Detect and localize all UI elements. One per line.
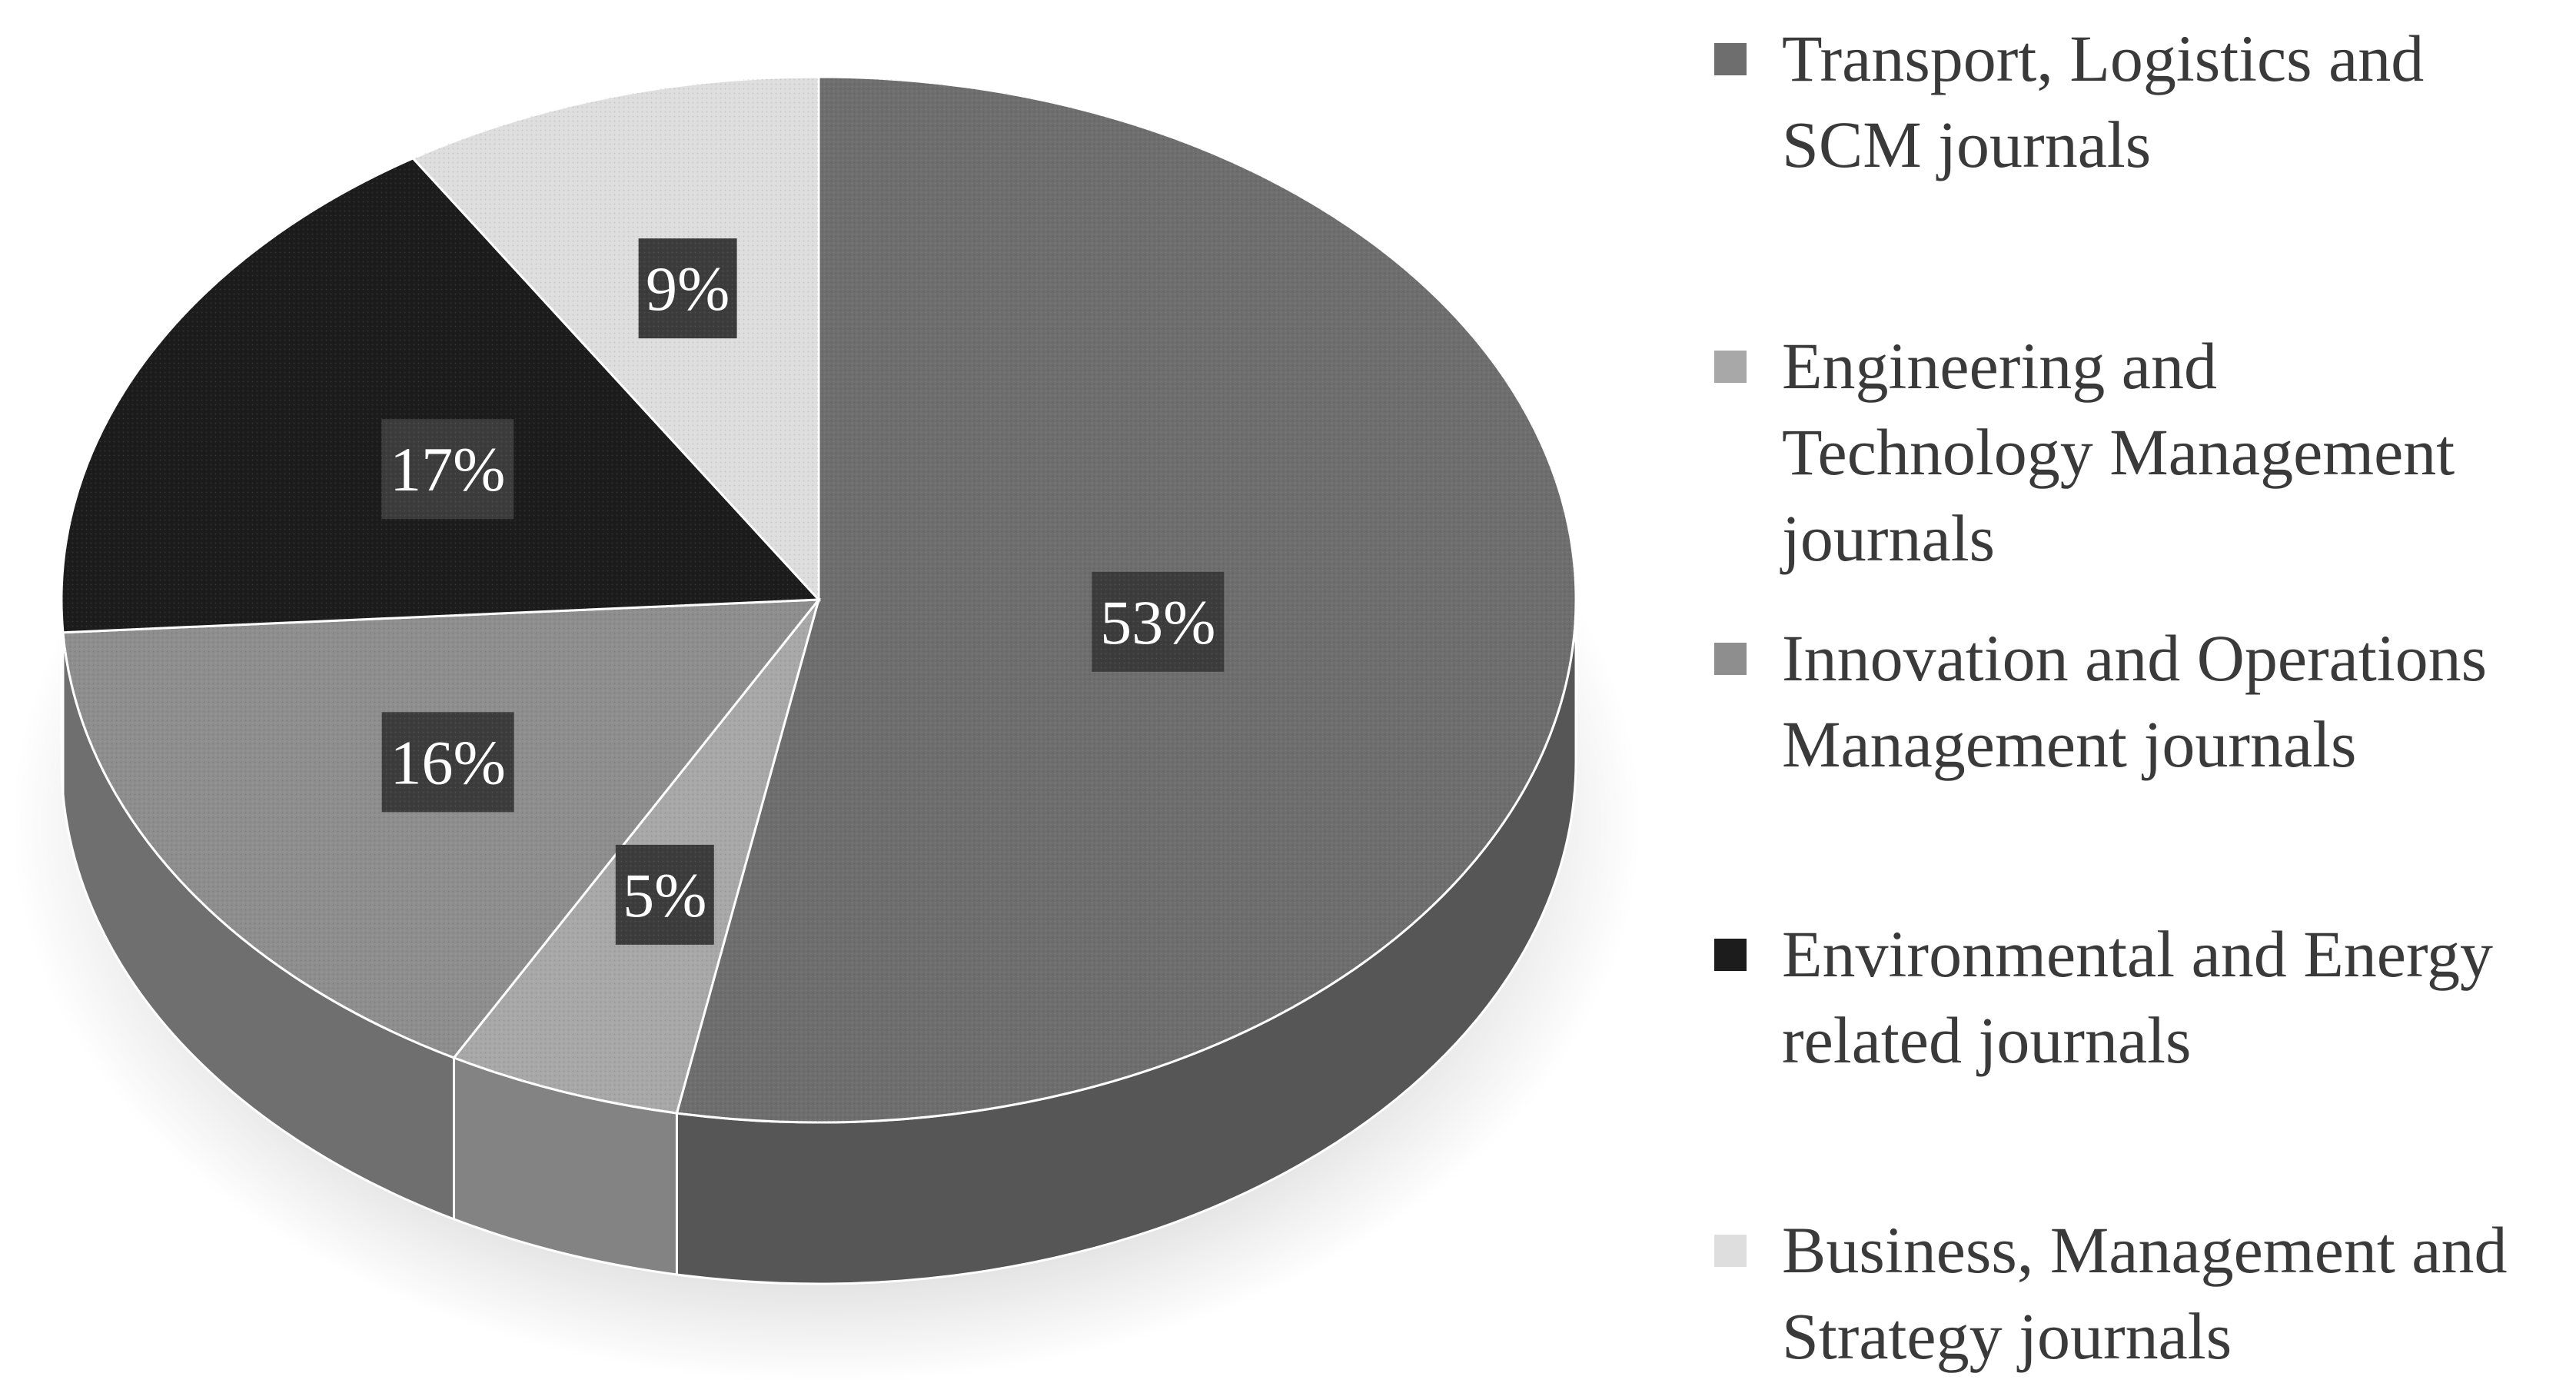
legend-swatch xyxy=(1714,643,1747,675)
legend-label-line: Business, Management and xyxy=(1782,1213,2508,1287)
pie-slices xyxy=(60,75,1577,1124)
legend-swatch xyxy=(1714,351,1747,383)
data-label-3: 16% xyxy=(381,712,514,813)
legend-label-line: Innovation and Operations xyxy=(1782,621,2488,695)
legend-label-line: Strategy journals xyxy=(1782,1299,2232,1373)
data-label-4: 17% xyxy=(381,419,514,520)
legend-label-line: Management journals xyxy=(1782,707,2357,781)
data-label-text: 17% xyxy=(390,434,505,504)
legend-label: Engineering and Technology Management jour… xyxy=(1782,323,2558,581)
data-label-2: 5% xyxy=(615,844,714,945)
data-label-text: 5% xyxy=(623,860,706,930)
legend-swatch xyxy=(1714,43,1747,75)
data-label-text: 9% xyxy=(646,254,730,324)
legend-swatch xyxy=(1714,939,1747,971)
data-label-text: 53% xyxy=(1100,587,1215,657)
legend-label-line: SCM journals xyxy=(1782,108,2152,181)
legend-label-line: journals xyxy=(1782,501,1996,575)
pie-slice-3 xyxy=(61,598,822,1059)
pie-slice-5 xyxy=(410,75,820,603)
pie-chart: 53% 5% 16% 17% 9% xyxy=(12,75,1641,1384)
data-label-text: 16% xyxy=(390,727,505,797)
data-label-5: 9% xyxy=(638,238,737,339)
data-label-1: 53% xyxy=(1092,571,1225,672)
legend-label-line: Environmental and Energy xyxy=(1782,917,2494,991)
legend-swatch xyxy=(1714,1235,1747,1267)
pie-slice-4 xyxy=(60,157,822,634)
legend-label: Transport, Logistics and SCM journals xyxy=(1782,15,2558,188)
legend-label: Innovation and Operations Management jour… xyxy=(1782,615,2558,787)
legend-label-line: related journals xyxy=(1782,1003,2192,1077)
legend-label: Environmental and Energy related journals xyxy=(1782,911,2558,1083)
legend: Transport, Logistics and SCM journals Engi… xyxy=(1714,0,2568,1393)
legend-label-line: Technology Management xyxy=(1782,415,2455,489)
legend-label-line: Transport, Logistics and xyxy=(1782,22,2425,95)
legend-label: Business, Management and Strategy journal… xyxy=(1782,1207,2558,1379)
legend-label-line: Engineering and xyxy=(1782,329,2217,403)
data-labels: 53% 5% 16% 17% 9% xyxy=(381,238,1225,945)
